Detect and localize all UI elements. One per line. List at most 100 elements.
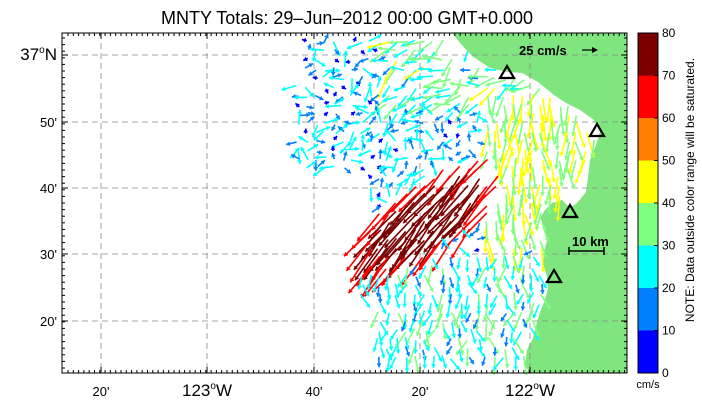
current-vector [566, 168, 576, 190]
current-vector [451, 312, 461, 330]
current-vector [457, 337, 465, 355]
current-vector [407, 347, 416, 365]
current-vector [456, 121, 469, 128]
current-vector [360, 166, 366, 171]
current-vector [375, 286, 381, 297]
current-vector [362, 67, 374, 78]
current-vector [390, 65, 405, 72]
latitude-labels: 37oN 50' 40' 30' 20' [20, 45, 57, 329]
current-vector [322, 68, 334, 78]
current-vector [510, 266, 516, 280]
current-vector [524, 213, 535, 236]
current-vector [439, 274, 445, 285]
current-vector [344, 146, 360, 152]
current-vector [498, 167, 508, 185]
current-vector [449, 358, 461, 371]
current-vector [489, 258, 498, 270]
current-vector [454, 276, 460, 293]
current-vector [421, 54, 443, 61]
current-vector [418, 310, 426, 325]
colorbar-segment [638, 33, 658, 76]
current-vector [384, 214, 417, 249]
current-vector [423, 274, 434, 293]
current-vector [447, 293, 453, 305]
current-vector [353, 238, 380, 271]
current-vector [575, 122, 586, 148]
current-vector [544, 185, 552, 206]
current-vector [468, 87, 489, 102]
radar-station-icon [498, 63, 516, 80]
current-vector [470, 328, 477, 344]
current-vector [404, 172, 413, 186]
current-vector [475, 175, 499, 206]
coastline-land [452, 33, 627, 373]
colorbar-segment [638, 330, 658, 374]
current-vector [403, 160, 409, 169]
current-vector [405, 124, 420, 132]
scale-bar: 10 km [568, 234, 609, 255]
current-vector [393, 157, 408, 162]
current-vector [385, 312, 390, 326]
current-vector [410, 112, 424, 119]
current-vector [479, 130, 490, 158]
current-vector [512, 255, 521, 274]
current-vector [304, 62, 314, 69]
current-vector [509, 331, 514, 344]
current-vector [303, 128, 309, 134]
current-vector [414, 284, 423, 297]
current-vector [460, 320, 468, 333]
lon-tick-label: 123oW [182, 381, 232, 400]
current-vector [441, 355, 448, 369]
current-vector [378, 213, 409, 247]
current-vector [322, 33, 329, 44]
current-vector [382, 67, 391, 76]
current-vector [345, 240, 370, 272]
current-vector [425, 84, 443, 90]
current-vector [415, 155, 423, 160]
current-vector [377, 46, 396, 52]
current-vector [495, 96, 505, 118]
current-vector [500, 313, 508, 322]
current-vector [492, 267, 497, 282]
current-vector [385, 356, 391, 372]
current-vector [483, 322, 489, 342]
current-vector [311, 124, 319, 138]
current-vector [554, 130, 560, 150]
current-vector [371, 58, 388, 63]
current-vector [314, 155, 327, 160]
current-vector [424, 129, 435, 141]
current-vector [441, 238, 451, 250]
current-vector [406, 171, 419, 177]
current-vector [449, 277, 455, 289]
current-vector [324, 117, 339, 124]
current-vector [388, 338, 394, 351]
current-vector [501, 248, 506, 268]
current-vector [332, 135, 338, 141]
current-vector [404, 336, 410, 350]
colorbar-segment [638, 203, 658, 246]
current-vector [389, 113, 398, 125]
current-vector [382, 95, 398, 103]
current-vector [385, 146, 392, 161]
current-vector [487, 336, 500, 354]
current-vector [324, 88, 329, 94]
current-vector [549, 160, 557, 183]
current-vector [349, 136, 357, 149]
current-vector [354, 106, 369, 115]
lat-tick-label: 37oN [20, 45, 57, 64]
current-vector [331, 124, 336, 132]
current-vector [394, 182, 403, 196]
current-vector [485, 256, 490, 272]
current-vector [476, 235, 486, 241]
current-vector [482, 304, 489, 322]
current-vector [412, 303, 418, 313]
current-vector [529, 232, 537, 251]
current-vector [414, 119, 424, 125]
current-vector [472, 319, 479, 330]
current-vector [513, 356, 519, 371]
current-vector [574, 141, 584, 161]
current-vector [310, 46, 324, 52]
current-vector [539, 293, 552, 310]
current-vector [372, 277, 380, 293]
current-vector [409, 266, 417, 276]
